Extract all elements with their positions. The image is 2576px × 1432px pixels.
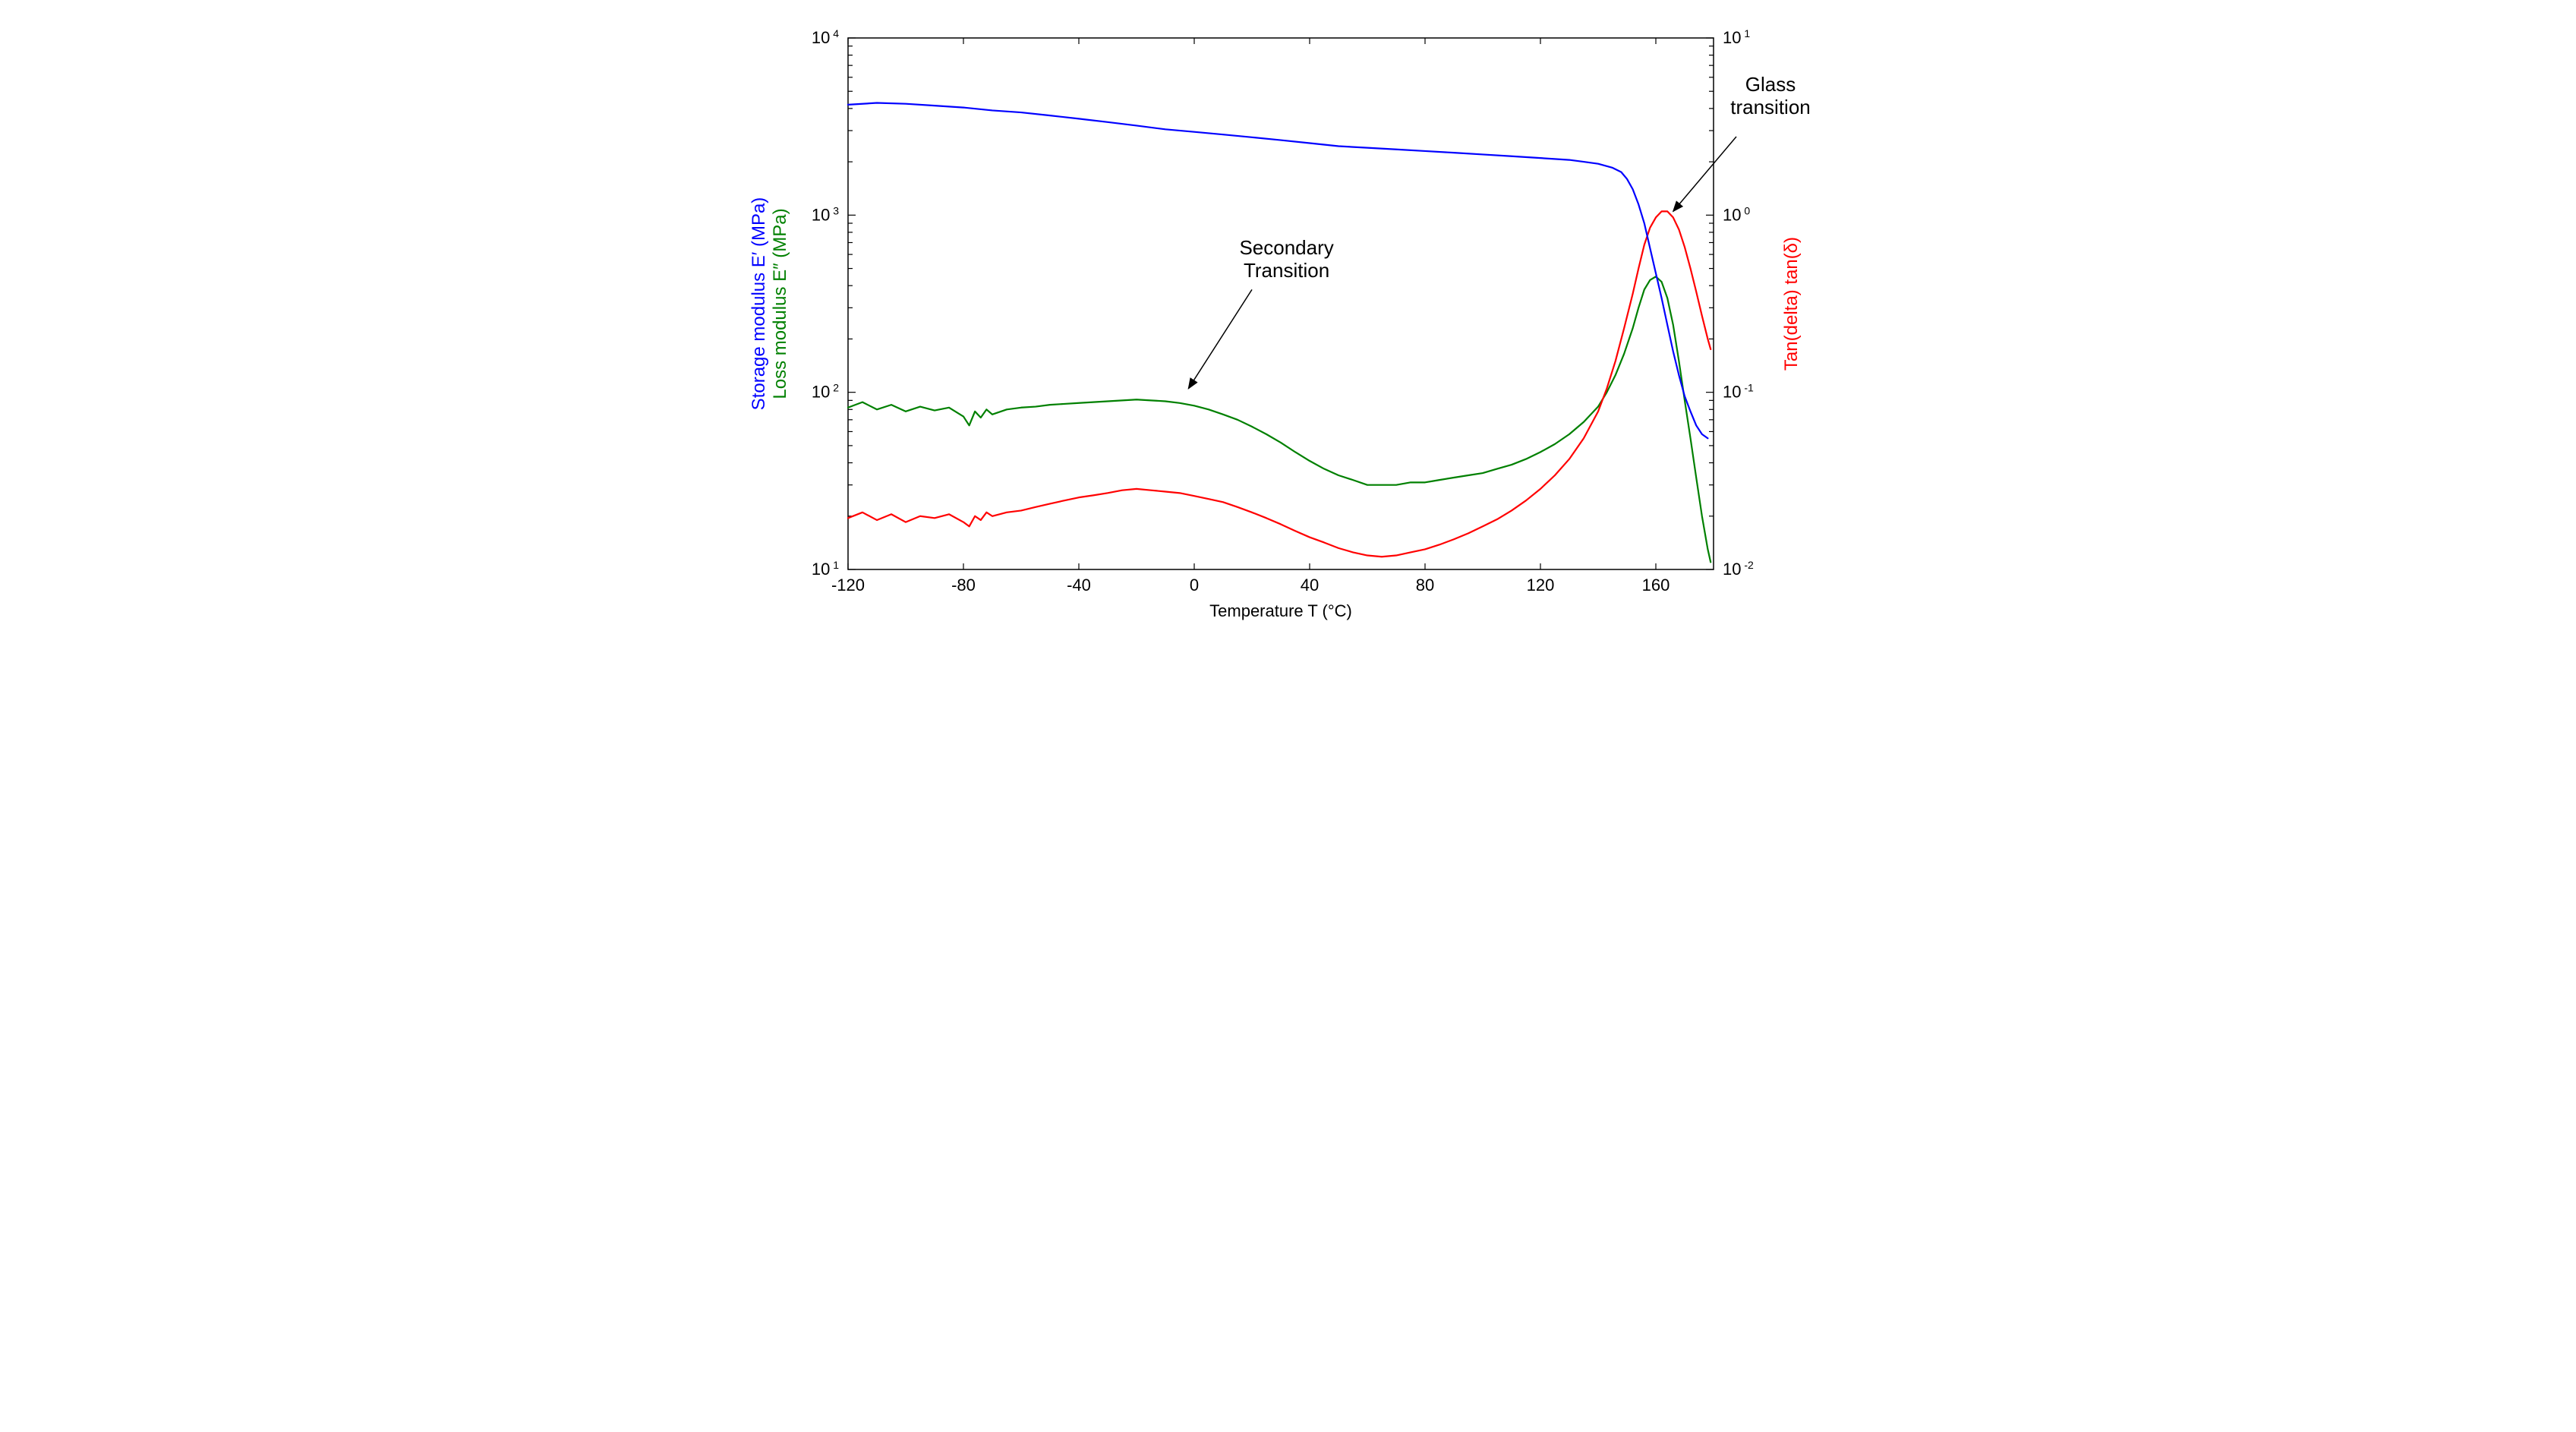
y-right-tick-label: 10 -2 [1723, 559, 1754, 579]
y-right-axis-title: Tan(delta) tan(δ) [1781, 237, 1802, 371]
x-tick-label: 120 [1526, 576, 1554, 595]
y-right-tick-label: 10 -1 [1723, 382, 1754, 402]
annotation-arrow-secondary-transition [1188, 289, 1252, 388]
x-tick-label: 80 [1415, 576, 1433, 595]
x-tick-label: -80 [951, 576, 976, 595]
x-tick-label: 160 [1641, 576, 1670, 595]
annotation-secondary-transition: SecondaryTransition [1239, 236, 1333, 282]
series-loss-modulus [848, 276, 1711, 562]
annotation-glass-transition: Glasstransition [1730, 73, 1811, 118]
dma-chart: -120 -80 -40 0 40 80 120 160 Temperature T (°C) 1… [719, 0, 1858, 630]
y-left-tick-label: 10 3 [811, 204, 838, 224]
y-left-tick-label: 10 2 [811, 382, 838, 402]
x-tick-label: -120 [831, 576, 864, 595]
x-tick-label: 40 [1300, 576, 1318, 595]
y-left-axis-title-loss: Loss modulus E″ (MPa) [770, 208, 790, 399]
y-left-axis-title-storage: Storage modulus E′ (MPa) [749, 197, 769, 411]
annotation-arrow-glass-transition [1673, 137, 1736, 211]
y-left-tick-label: 10 4 [811, 27, 838, 47]
chart-svg: -120 -80 -40 0 40 80 120 160 Temperature T (°C) 1… [719, 0, 1858, 630]
y-right-tick-label: 10 1 [1723, 27, 1750, 47]
x-tick-label: -40 [1067, 576, 1091, 595]
y-right-tick-label: 10 0 [1723, 204, 1750, 224]
plot-border [848, 38, 1714, 569]
x-tick-label: 0 [1189, 576, 1198, 595]
x-axis-title: Temperature T (°C) [1209, 601, 1352, 620]
